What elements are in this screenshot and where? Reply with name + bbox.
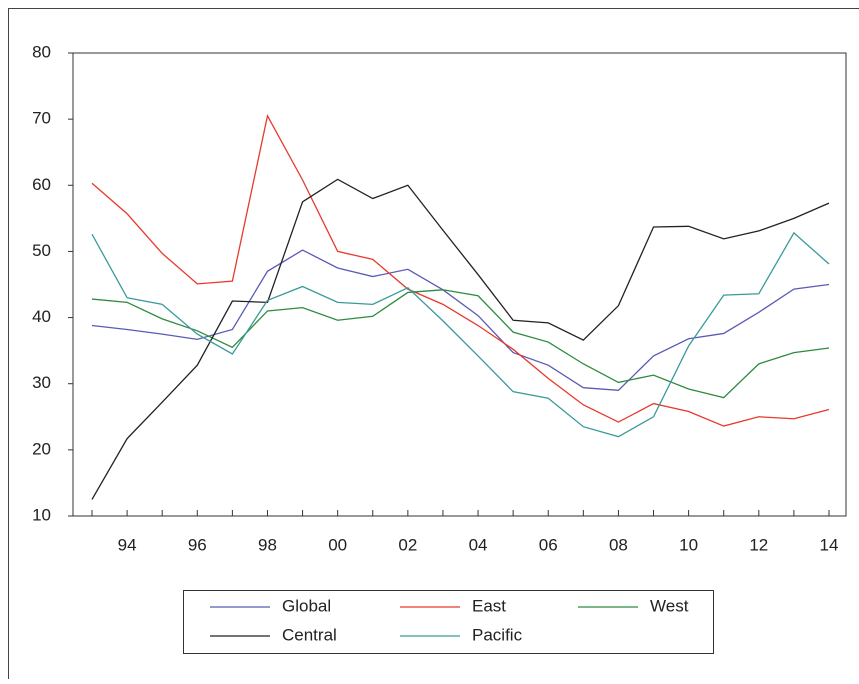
series-line <box>92 290 829 398</box>
legend-label: West <box>650 596 689 615</box>
legend-box <box>184 591 714 654</box>
series-line <box>92 179 829 499</box>
x-tick-label: 04 <box>469 535 488 554</box>
y-tick-label: 40 <box>32 307 51 326</box>
x-tick-label: 10 <box>679 535 698 554</box>
x-tick-label: 00 <box>328 535 347 554</box>
series-line <box>92 250 829 390</box>
y-tick-label: 70 <box>32 109 51 128</box>
plot-frame <box>73 53 846 516</box>
y-tick-label: 60 <box>32 175 51 194</box>
series-line <box>92 116 829 426</box>
x-tick-label: 06 <box>539 535 558 554</box>
x-tick-label: 08 <box>609 535 628 554</box>
legend-label: East <box>472 596 506 615</box>
y-tick-label: 30 <box>32 373 51 392</box>
x-tick-label: 12 <box>749 535 768 554</box>
y-tick-label: 20 <box>32 439 51 458</box>
legend-label: Global <box>282 596 331 615</box>
y-tick-label: 10 <box>32 505 51 524</box>
legend-label: Central <box>282 625 337 644</box>
x-tick-label: 94 <box>118 535 137 554</box>
x-tick-label: 02 <box>398 535 417 554</box>
x-tick-label: 96 <box>188 535 207 554</box>
y-tick-label: 50 <box>32 241 51 260</box>
frame <box>9 9 859 680</box>
y-tick-label: 80 <box>32 42 51 61</box>
legend-label: Pacific <box>472 625 523 644</box>
x-tick-label: 98 <box>258 535 277 554</box>
x-tick-label: 14 <box>820 535 839 554</box>
